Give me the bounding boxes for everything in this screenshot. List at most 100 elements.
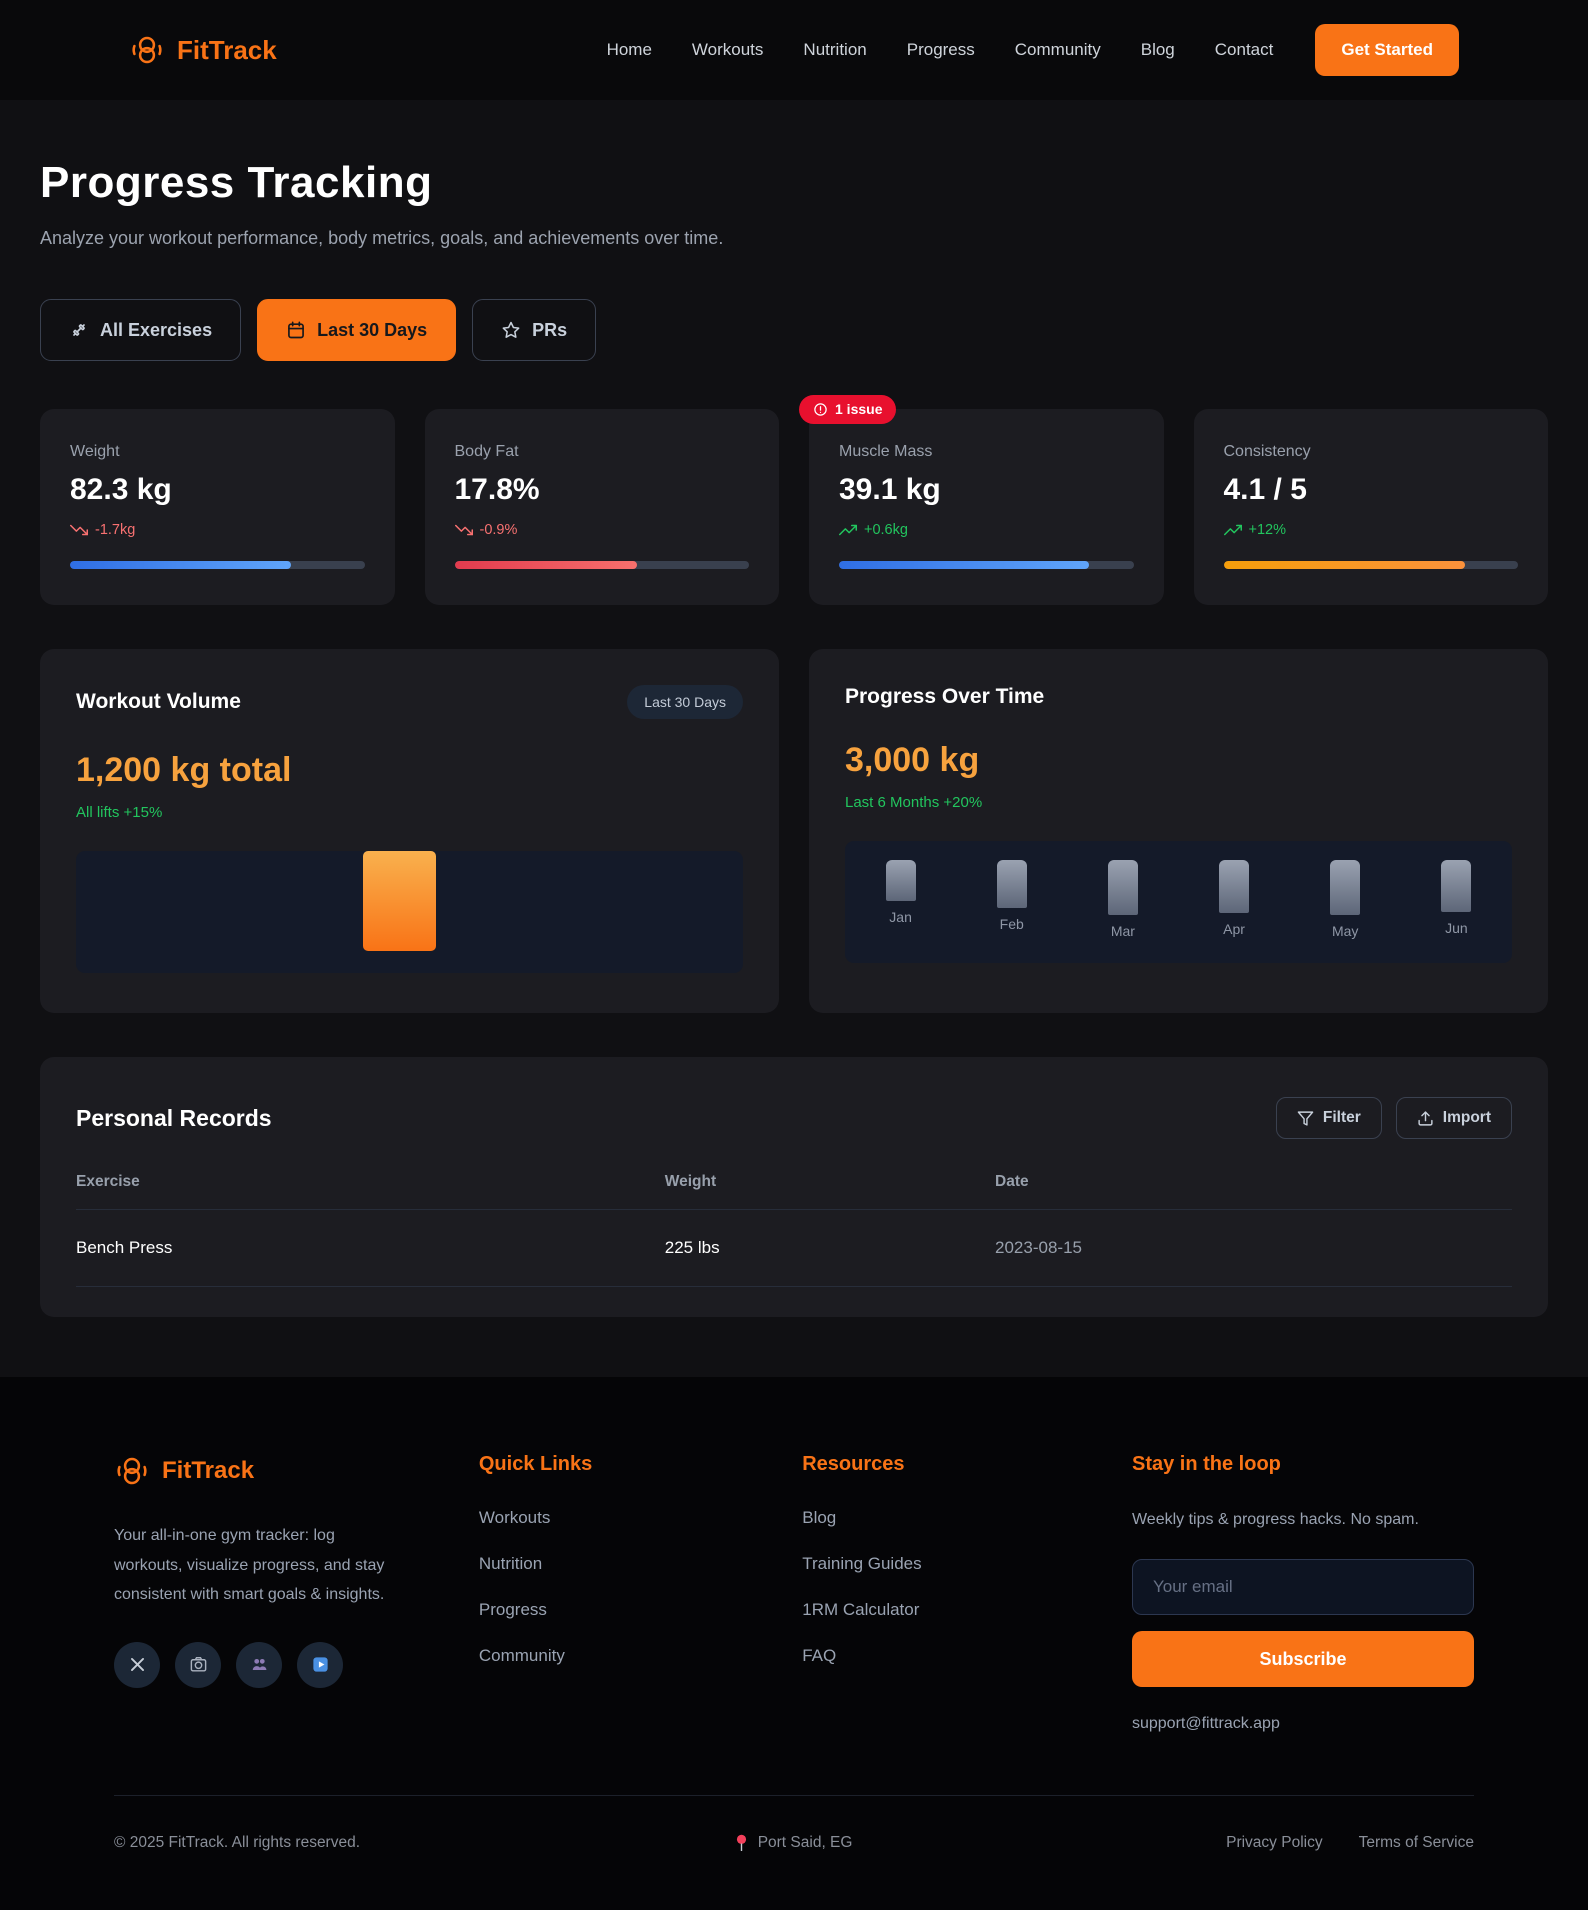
page-subtitle: Analyze your workout performance, body m…: [40, 228, 724, 248]
col-exercise: Exercise: [76, 1173, 140, 1190]
nav-item-blog[interactable]: Blog: [1140, 40, 1175, 59]
stat-progress-track: [839, 561, 1134, 569]
email-input[interactable]: [1131, 1559, 1474, 1616]
records-table-header: Exercise Weight Date: [76, 1173, 1512, 1210]
stat-progress-track: [454, 561, 749, 569]
community-people-icon[interactable]: [236, 1641, 282, 1688]
footer-link-workouts[interactable]: Workouts: [478, 1508, 551, 1527]
stat-value: 17.8%: [454, 473, 540, 506]
issue-badge[interactable]: 1 issue: [799, 395, 897, 424]
footer-bottom-bar: © 2025 FitTrack. All rights reserved. Po…: [114, 1795, 1474, 1910]
stat-trend: +12%: [1223, 521, 1519, 539]
footer-link-1rm-calculator[interactable]: 1RM Calculator: [802, 1600, 920, 1619]
stat-card-consistency: Consistency 4.1 / 5 +12%: [1193, 409, 1548, 605]
progress-total-value: 3,000 kg: [845, 741, 980, 779]
stat-bar-fill: [839, 561, 1090, 569]
month-label: Mar: [1110, 923, 1135, 939]
nav-item-home[interactable]: Home: [606, 40, 652, 59]
month-label: Jan: [889, 909, 912, 925]
youtube-play-icon[interactable]: [297, 1641, 343, 1688]
workout-volume-title: Workout Volume: [76, 690, 241, 713]
social-links: [114, 1641, 459, 1688]
month-label: Feb: [999, 916, 1024, 932]
stat-trend: -1.7kg: [70, 521, 365, 539]
nav-item-nutrition[interactable]: Nutrition: [803, 40, 867, 59]
progress-trend: Last 6 Months +20%: [845, 794, 983, 811]
charts-row: Workout Volume Last 30 Days 1,200 kg tot…: [40, 649, 1548, 1013]
volume-period-badge: Last 30 Days: [627, 685, 743, 719]
filter-prs-button[interactable]: PRs: [472, 299, 597, 361]
progress-chart: Jan Feb Mar Apr May Jun: [845, 841, 1512, 963]
progress-over-time-title: Progress Over Time: [845, 685, 1045, 708]
month-bar: [1107, 860, 1138, 915]
get-started-button[interactable]: Get Started: [1315, 24, 1459, 76]
progress-month-column: Jan: [885, 860, 916, 925]
stat-label: Weight: [70, 443, 120, 460]
stat-value: 39.1 kg: [839, 473, 941, 506]
footer-brand-name: FitTrack: [162, 1457, 255, 1484]
stat-bar-fill: [454, 561, 638, 569]
stat-progress-track: [1223, 561, 1518, 569]
main-nav: Home Workouts Nutrition Progress Communi…: [607, 40, 1274, 60]
import-button[interactable]: Import: [1395, 1097, 1512, 1139]
stat-card-weight: Weight 82.3 kg -1.7kg: [40, 409, 395, 605]
instagram-camera-icon[interactable]: [175, 1641, 221, 1688]
footer-brand-logo[interactable]: FitTrack: [114, 1453, 459, 1489]
table-row[interactable]: Bench Press 225 lbs 2023-08-15: [76, 1210, 1512, 1287]
footer-link-nutrition[interactable]: Nutrition: [478, 1554, 543, 1573]
stat-progress-track: [70, 561, 365, 569]
volume-chart: [76, 851, 743, 973]
footer-quick-links-column: Quick Links Workouts Nutrition Progress …: [479, 1453, 782, 1733]
funnel-icon: [1297, 1110, 1314, 1126]
month-bar: [1219, 860, 1250, 913]
fittrack-logo-icon: [132, 36, 162, 64]
footer-description: Your all-in-one gym tracker: log workout…: [114, 1527, 385, 1604]
dumbbell-icon: [73, 324, 85, 336]
stat-card-body-fat: Body Fat 17.8% -0.9%: [424, 409, 779, 605]
filter-button[interactable]: Filter: [1275, 1097, 1382, 1139]
nav-item-community[interactable]: Community: [1014, 40, 1101, 59]
alert-circle-icon: [814, 402, 827, 416]
map-pin-icon: [736, 1834, 746, 1852]
month-bar: [885, 860, 916, 901]
month-label: Apr: [1223, 921, 1245, 937]
filter-all-exercises-button[interactable]: All Exercises: [40, 299, 242, 361]
progress-month-column: Feb: [996, 860, 1027, 932]
progress-month-column: Jun: [1441, 860, 1472, 936]
footer-resources-column: Resources Blog Training Guides 1RM Calcu…: [802, 1453, 1112, 1733]
record-exercise: Bench Press: [76, 1238, 173, 1257]
nav-item-progress[interactable]: Progress: [906, 40, 975, 59]
x-social-icon[interactable]: [114, 1641, 160, 1688]
footer: FitTrack Your all-in-one gym tracker: lo…: [0, 1377, 1588, 1910]
month-bar: [996, 860, 1027, 908]
nav-item-contact[interactable]: Contact: [1214, 40, 1274, 59]
footer-link-training-guides[interactable]: Training Guides: [802, 1554, 922, 1573]
copyright-text: © 2025 FitTrack. All rights reserved.: [114, 1834, 361, 1852]
stat-label: Muscle Mass: [839, 443, 933, 460]
brand-logo[interactable]: FitTrack: [129, 32, 277, 68]
privacy-policy-link[interactable]: Privacy Policy: [1226, 1834, 1323, 1852]
page-title: Progress Tracking: [40, 158, 433, 207]
star-icon: [502, 321, 520, 338]
nav-item-workouts[interactable]: Workouts: [691, 40, 764, 59]
footer-newsletter-column: Stay in the loop Weekly tips & progress …: [1131, 1453, 1474, 1733]
subscribe-button[interactable]: Subscribe: [1131, 1631, 1474, 1688]
stat-label: Body Fat: [454, 443, 519, 460]
trending-down-icon: [454, 524, 473, 536]
records-table: Exercise Weight Date Bench Press 225 lbs…: [76, 1173, 1512, 1287]
fittrack-logo-icon: [117, 1457, 147, 1485]
footer-link-community[interactable]: Community: [478, 1646, 565, 1665]
col-weight: Weight: [664, 1173, 717, 1190]
trending-down-icon: [70, 524, 88, 536]
volume-trend: All lifts +15%: [76, 804, 163, 821]
top-nav-bar: FitTrack Home Workouts Nutrition Progres…: [0, 0, 1588, 100]
footer-link-progress[interactable]: Progress: [478, 1600, 547, 1619]
personal-records-title: Personal Records: [76, 1104, 272, 1131]
stat-trend: -0.9%: [454, 521, 750, 539]
footer-link-blog[interactable]: Blog: [802, 1508, 837, 1527]
terms-of-service-link[interactable]: Terms of Service: [1358, 1834, 1474, 1852]
footer-link-faq[interactable]: FAQ: [802, 1646, 837, 1665]
stat-bar-fill: [70, 561, 291, 569]
support-email[interactable]: support@fittrack.app: [1131, 1715, 1280, 1733]
filter-last-30-days-button[interactable]: Last 30 Days: [257, 299, 457, 361]
